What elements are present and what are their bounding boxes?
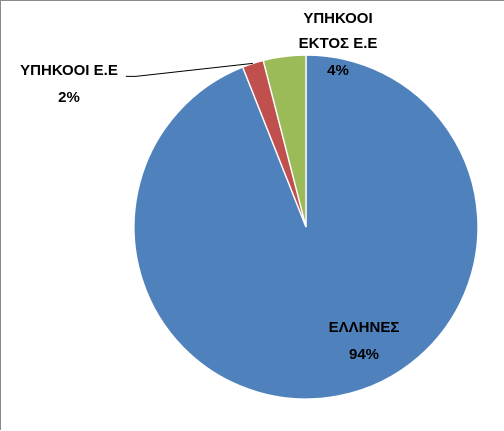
slice-label-greeks-percent: 94% [349,346,379,363]
slice-label-greeks-name: ΕΛΛΗΝΕΣ [329,319,400,336]
slice-label-non-eu-citizens-percent: 4% [327,62,349,79]
slice-label-eu-citizens-name: ΥΠΗΚΟΟΙ Ε.Ε [20,62,118,79]
pie-slice-greeks [133,54,479,400]
pie-slices [133,54,479,400]
slice-label-non-eu-citizens: ΥΠΗΚΟΟΙ ΕΚΤΟΣ Ε.Ε 4% [299,10,378,79]
leader-line-eu-citizens [125,62,253,77]
slice-label-non-eu-citizens-line-2: ΕΚΤΟΣ Ε.Ε [299,35,378,52]
leader-lines [125,62,253,77]
slice-label-greeks: ΕΛΛΗΝΕΣ 94% [329,319,400,363]
slice-label-non-eu-citizens-line-1: ΥΠΗΚΟΟΙ [303,10,372,27]
pie-slice-non-eu-citizens [262,54,307,228]
slice-label-eu-citizens: ΥΠΗΚΟΟΙ Ε.Ε 2% [20,62,118,106]
slice-label-eu-citizens-percent: 2% [58,89,80,106]
